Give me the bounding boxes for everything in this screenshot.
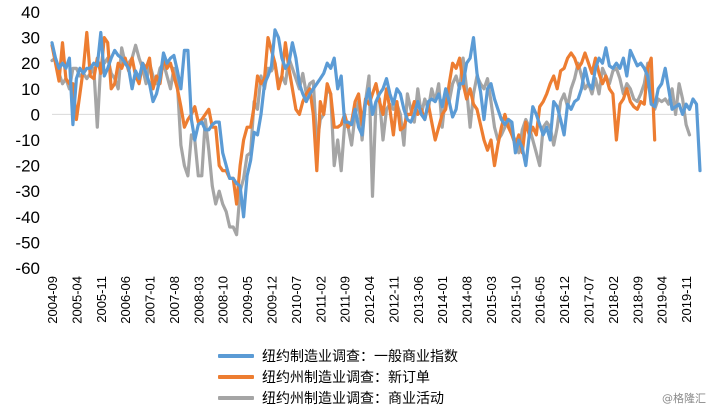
x-tick-label: 2005-11: [94, 276, 109, 323]
y-tick-label: -40: [15, 208, 40, 227]
x-tick-label: 2012-11: [386, 276, 401, 323]
x-tick-label: 2015-10: [508, 276, 523, 324]
legend-swatch-series-3: [218, 395, 254, 400]
x-tick-label: 2014-08: [460, 276, 475, 324]
x-tick-label: 2008-10: [216, 276, 231, 324]
x-tick-label: 2009-12: [264, 276, 279, 324]
x-tick-label: 2007-01: [143, 276, 158, 324]
x-axis-ticks: 2004-09 2005-04 2005-11 2006-06 2007-01 2007-…: [45, 276, 694, 324]
y-axis-ticks: 40 30 20 10 0 -10 -20 -30 -40 -50 -60: [15, 3, 40, 278]
y-tick-label: 30: [21, 29, 40, 48]
y-tick-label: -30: [15, 182, 40, 201]
legend-item-series-3: 纽约州制造业调查：商业活动: [218, 387, 458, 408]
y-tick-label: 0: [31, 105, 40, 124]
y-tick-label: -50: [15, 233, 40, 252]
watermark: @格隆汇: [662, 392, 706, 405]
x-tick-label: 2007-08: [167, 276, 182, 324]
legend-swatch-series-1: [218, 353, 254, 358]
x-tick-label: 2006-06: [118, 276, 133, 324]
y-tick-label: 40: [21, 3, 40, 22]
x-tick-label: 2018-09: [630, 276, 645, 324]
x-tick-label: 2010-07: [289, 276, 304, 324]
legend: 纽约制造业调查：一般商业指数 纽约州制造业调查：新订单 纽约州制造业调查：商业活…: [218, 345, 458, 408]
y-tick-label: -60: [15, 259, 40, 278]
legend-label-series-3: 纽约州制造业调查：商业活动: [262, 390, 444, 407]
y-tick-label: -20: [15, 157, 40, 176]
x-tick-label: 2011-09: [338, 276, 353, 323]
x-tick-label: 2011-02: [313, 276, 328, 323]
x-tick-label: 2019-11: [679, 276, 694, 323]
x-tick-label: 2017-07: [582, 276, 597, 324]
x-tick-label: 2018-02: [606, 276, 621, 324]
x-tick-label: 2019-04: [655, 276, 670, 324]
legend-label-series-2: 纽约州制造业调查：新订单: [262, 369, 430, 386]
x-tick-label: 2009-05: [240, 276, 255, 324]
x-tick-label: 2008-03: [191, 276, 206, 324]
x-tick-label: 2013-06: [411, 276, 426, 324]
y-tick-label: 20: [21, 54, 40, 73]
x-tick-label: 2016-05: [533, 276, 548, 324]
y-tick-label: -10: [15, 131, 40, 150]
y-tick-label: 10: [21, 80, 40, 99]
legend-item-series-1: 纽约制造业调查：一般商业指数: [218, 345, 458, 366]
x-tick-label: 2005-04: [69, 276, 84, 324]
legend-label-series-1: 纽约制造业调查：一般商业指数: [262, 348, 458, 365]
legend-item-series-2: 纽约州制造业调查：新订单: [218, 366, 458, 387]
x-tick-label: 2016-12: [557, 276, 572, 324]
x-tick-label: 2015-03: [484, 276, 499, 324]
x-tick-label: 2012-04: [362, 276, 377, 324]
series-lines: [50, 28, 702, 237]
x-tick-label: 2004-09: [45, 276, 60, 324]
legend-swatch-series-2: [218, 374, 254, 379]
series-line-1: [50, 28, 702, 219]
x-tick-label: 2014-01: [435, 276, 450, 324]
